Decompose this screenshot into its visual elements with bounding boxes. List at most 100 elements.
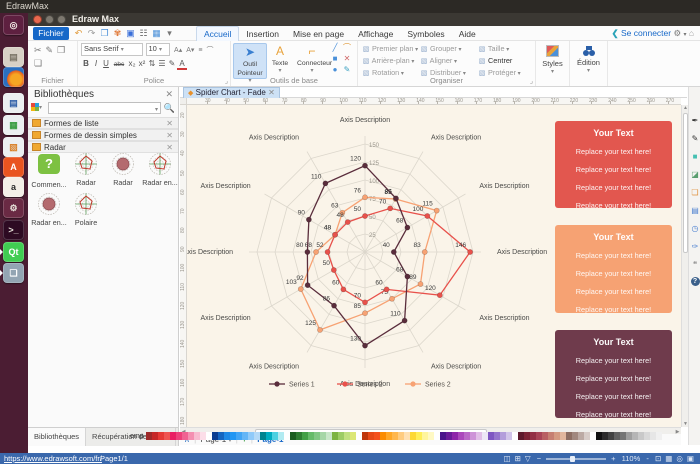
color-swatch[interactable] xyxy=(542,432,548,440)
pan-mode-icon[interactable]: ◫ xyxy=(503,454,511,463)
strikethrough-button[interactable]: abc xyxy=(113,60,125,68)
color-swatch[interactable] xyxy=(206,432,212,440)
color-swatch[interactable] xyxy=(410,432,416,440)
vertical-scroll-thumb[interactable] xyxy=(683,113,688,253)
organiser-taille-button[interactable]: ▧ Taille ▾ xyxy=(478,43,534,55)
color-swatch[interactable] xyxy=(398,432,404,440)
hyperlink-icon[interactable]: ◷ xyxy=(691,224,699,233)
axis-label[interactable]: Axis Description xyxy=(249,135,299,142)
color-swatch[interactable] xyxy=(548,432,554,440)
menu-tab-mise-en-page[interactable]: Mise en page xyxy=(293,29,345,39)
arc-text-icon[interactable]: ⌒ xyxy=(206,46,214,54)
color-swatch[interactable] xyxy=(308,432,314,440)
data-point[interactable] xyxy=(424,213,431,219)
fit-page-icon[interactable]: ⊞ xyxy=(514,454,521,463)
color-swatch[interactable] xyxy=(620,432,626,440)
launcher-system-settings-icon[interactable]: ⚙ xyxy=(3,198,24,218)
page-tab-caret-icon[interactable]: ▾ xyxy=(228,438,232,444)
data-point[interactable] xyxy=(404,273,411,280)
organiser-arrière-plan-button[interactable]: ▧ Arrière-plan ▾ xyxy=(362,55,418,67)
color-swatch[interactable] xyxy=(584,432,590,440)
library-search-input[interactable]: ▾ xyxy=(48,102,161,114)
fit-window-icon[interactable]: ⊡ xyxy=(654,454,662,463)
library-select-icon[interactable]: ▾ xyxy=(31,102,47,114)
color-swatch[interactable] xyxy=(626,432,632,440)
organiser-protéger-button[interactable]: ▧ Protéger ▾ xyxy=(478,67,534,79)
organiser-premier-plan-button[interactable]: ▧ Premier plan ▾ xyxy=(362,43,418,55)
library-section-2[interactable]: Formes de dessin simples ✕ xyxy=(28,129,178,141)
color-swatch[interactable] xyxy=(272,432,278,440)
library-shape-polaire[interactable]: Polaire xyxy=(68,192,104,227)
data-point[interactable] xyxy=(362,342,368,349)
color-swatch[interactable] xyxy=(284,432,290,440)
color-swatch[interactable] xyxy=(434,432,440,440)
erase-tool-icon[interactable]: ✕ xyxy=(343,54,351,63)
zoom-level[interactable]: 110% xyxy=(621,454,641,463)
color-swatch[interactable] xyxy=(446,432,452,440)
rect-tool-icon[interactable]: ■ xyxy=(332,54,338,63)
color-swatch[interactable] xyxy=(578,432,584,440)
color-swatch[interactable] xyxy=(536,432,542,440)
color-swatch[interactable] xyxy=(530,432,536,440)
color-swatch[interactable] xyxy=(326,432,332,440)
scroll-up-icon[interactable]: ▲ xyxy=(683,105,688,111)
group-expander-icon[interactable]: ⌟ xyxy=(529,78,533,85)
share-icon[interactable]: ❮ xyxy=(611,28,619,38)
axis-label[interactable]: Axis Description xyxy=(497,249,547,256)
launcher-file-manager-icon[interactable]: ▤ xyxy=(3,47,24,67)
launcher-libreoffice-writer-icon[interactable]: ▤ xyxy=(3,93,24,113)
data-point[interactable] xyxy=(401,317,408,324)
color-swatch[interactable] xyxy=(572,432,578,440)
format-icon[interactable]: ▦ xyxy=(152,28,161,38)
minimize-window-icon[interactable] xyxy=(45,15,54,24)
data-point[interactable] xyxy=(362,310,368,317)
organiser-centrer-button[interactable]: ▧ Centrer xyxy=(478,55,534,67)
text-box-1[interactable]: Your Text Replace your text here! Replace … xyxy=(555,121,672,210)
organiser-distribuer-button[interactable]: ▧ Distribuer ▾ xyxy=(420,67,476,79)
color-swatch[interactable] xyxy=(374,432,380,440)
highlight-button[interactable]: ✎ xyxy=(168,58,176,68)
comment-icon[interactable]: ❝ xyxy=(692,260,698,269)
data-point[interactable] xyxy=(332,231,338,238)
axis-label[interactable]: Axis Description xyxy=(340,381,390,388)
data-point[interactable] xyxy=(404,224,411,231)
data-point[interactable] xyxy=(297,286,304,292)
library-section-1[interactable]: Formes de liste ✕ xyxy=(28,117,178,129)
scroll-right-icon[interactable]: ▶ xyxy=(675,429,680,435)
menu-tab-symboles[interactable]: Symboles xyxy=(407,29,445,39)
launcher-libreoffice-calc-icon[interactable]: ▦ xyxy=(3,115,24,135)
color-swatch[interactable] xyxy=(608,432,614,440)
data-point[interactable] xyxy=(362,213,368,219)
color-swatch[interactable] xyxy=(614,432,620,440)
color-swatch[interactable] xyxy=(194,432,200,440)
color-swatch[interactable] xyxy=(320,432,326,440)
axis-label[interactable]: Axis Description xyxy=(431,135,481,142)
connect-link[interactable]: Se connecter xyxy=(621,28,672,38)
magnifier-icon[interactable]: ◎ xyxy=(676,454,683,463)
color-swatch[interactable] xyxy=(512,432,518,440)
text-box-3[interactable]: Your Text Replace your text here! Replace … xyxy=(555,330,672,419)
launcher-edraw-max-icon[interactable]: ❏ xyxy=(3,263,24,283)
data-point[interactable] xyxy=(339,209,346,216)
library-section-3[interactable]: Radar ✕ xyxy=(28,141,178,153)
status-url-link[interactable]: https://www.edrawsoft.com/fr/ xyxy=(4,454,102,463)
pen-icon[interactable]: ✒ xyxy=(691,116,699,125)
color-swatch[interactable] xyxy=(188,432,194,440)
gear-icon[interactable]: ⚙ xyxy=(673,28,682,38)
bullets-button[interactable]: ☰ xyxy=(158,58,166,68)
format-painter-icon[interactable]: ✎ xyxy=(45,45,54,55)
library-shape-radar[interactable]: Radar xyxy=(105,152,141,187)
close-panel-icon[interactable]: ✕ xyxy=(165,89,173,99)
color-swatch[interactable] xyxy=(344,432,350,440)
color-swatch[interactable] xyxy=(650,432,656,440)
line-tool-icon[interactable]: ╱ xyxy=(332,43,338,52)
data-point[interactable] xyxy=(322,180,329,187)
undo-icon[interactable]: ↶ xyxy=(74,28,83,38)
font-color-button[interactable]: A xyxy=(177,59,187,70)
axis-label[interactable]: Axis Description xyxy=(249,363,299,370)
data-point[interactable] xyxy=(433,207,440,214)
underline-button[interactable]: U xyxy=(103,58,109,68)
filter-icon[interactable]: ▽ xyxy=(524,454,531,463)
maximize-window-icon[interactable] xyxy=(57,15,66,24)
data-point[interactable] xyxy=(387,205,394,212)
